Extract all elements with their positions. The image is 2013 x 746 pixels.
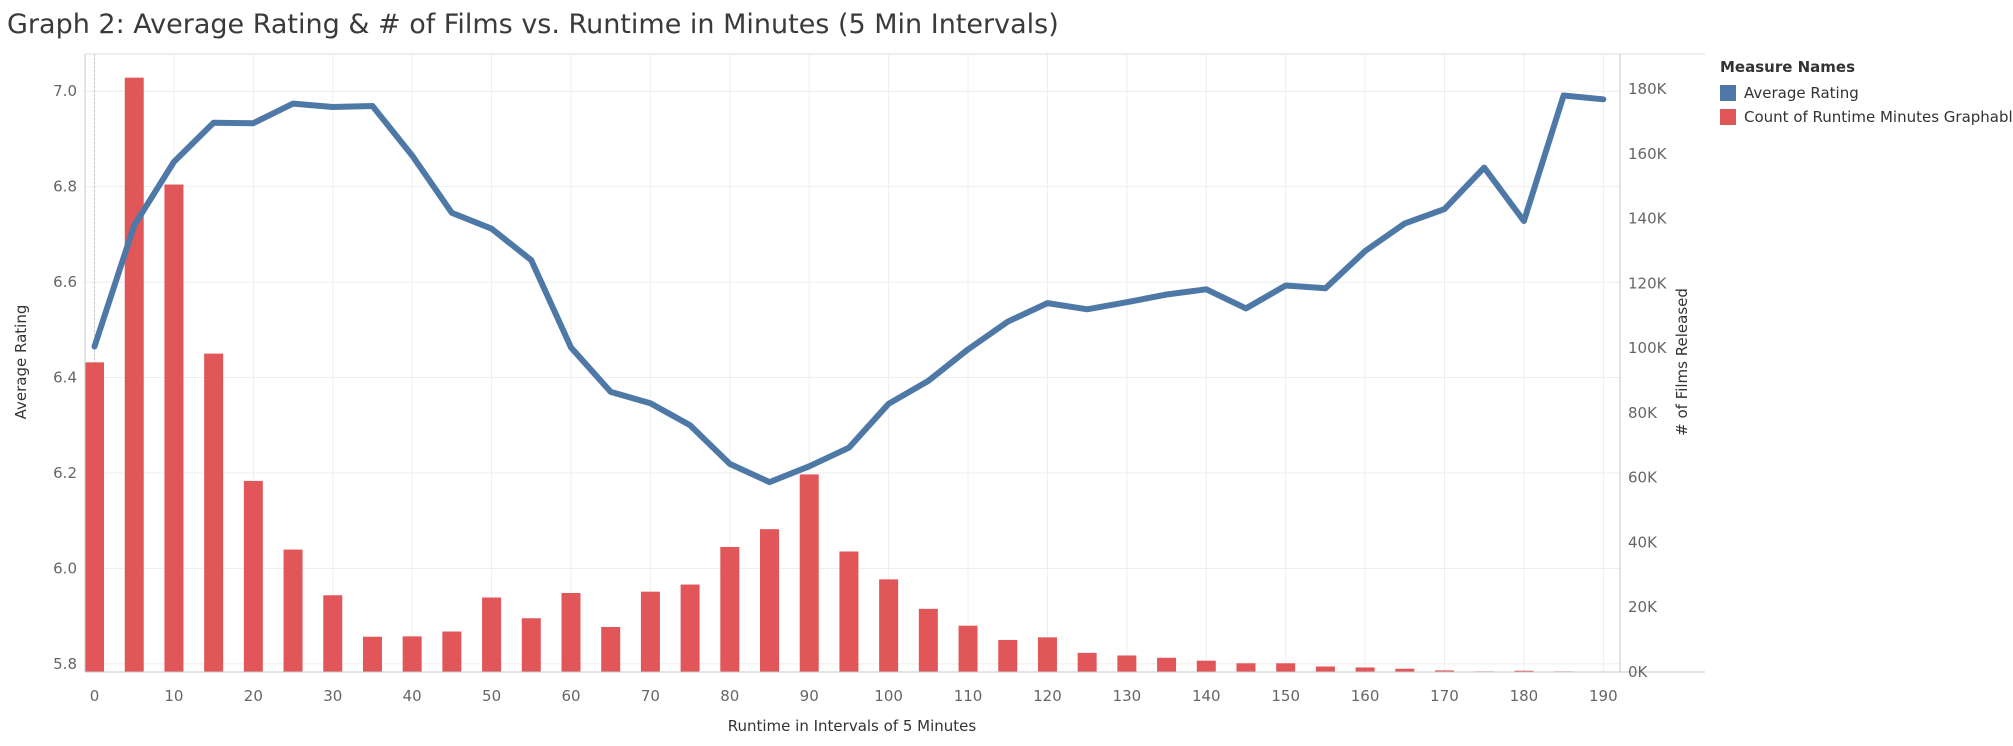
- x-tick-label: 20: [244, 687, 263, 705]
- y-right-tick-label: 60K: [1628, 469, 1658, 487]
- y-left-tick-label: 6.2: [53, 464, 77, 482]
- y-left-tick-label: 6.4: [53, 369, 77, 387]
- legend: Measure Names Average Rating Count of Ru…: [1720, 58, 2013, 129]
- bar: [243, 480, 263, 672]
- y-right-tick-label: 140K: [1628, 210, 1668, 228]
- y-right-axis-title: # of Films Released: [1673, 288, 1691, 436]
- bar: [1276, 663, 1296, 672]
- bar: [1117, 655, 1137, 672]
- y-right-tick-label: 80K: [1628, 404, 1658, 422]
- x-tick-label: 110: [954, 687, 983, 705]
- bar: [1514, 670, 1534, 672]
- bar: [442, 631, 462, 672]
- bar: [1196, 660, 1216, 672]
- legend-item-average-rating[interactable]: Average Rating: [1720, 81, 2013, 105]
- x-tick-label: 180: [1510, 687, 1539, 705]
- x-tick-label: 50: [482, 687, 501, 705]
- legend-title: Measure Names: [1720, 58, 1856, 76]
- bar: [680, 584, 700, 672]
- x-tick-label: 10: [164, 687, 183, 705]
- bar: [204, 353, 224, 672]
- legend-swatch-average-rating: [1720, 85, 1736, 101]
- x-tick-label: 90: [800, 687, 819, 705]
- line-layer: [91, 92, 1607, 486]
- legend-swatch-count-runtime: [1720, 109, 1736, 125]
- y-left-tick-label: 6.8: [53, 178, 77, 196]
- x-tick-label: 120: [1033, 687, 1062, 705]
- bar: [918, 608, 938, 672]
- x-tick-label: 150: [1271, 687, 1300, 705]
- x-tick-label: 80: [720, 687, 739, 705]
- x-tick-label: 160: [1351, 687, 1380, 705]
- x-tick-label: 130: [1113, 687, 1142, 705]
- y-left-tick-label: 6.6: [53, 273, 77, 291]
- x-tick-label: 40: [403, 687, 422, 705]
- bar: [362, 636, 382, 672]
- y-left-tick-label: 6.0: [53, 559, 77, 577]
- bar: [1395, 668, 1415, 672]
- y-left-axis-title: Average Rating: [12, 305, 30, 420]
- x-tick-label: 0: [90, 687, 100, 705]
- bar: [958, 625, 978, 672]
- bar: [482, 597, 502, 672]
- bar: [720, 546, 740, 672]
- bar: [640, 591, 660, 672]
- bar: [879, 579, 899, 672]
- bar: [521, 618, 541, 672]
- x-tick-label: 190: [1589, 687, 1618, 705]
- labels-layer: 0 10 20 30 40 50 60 70 80 90 100 110 120 130 140 150 160…: [12, 80, 1691, 735]
- bars-layer: [85, 77, 1574, 673]
- y-right-tick-label: 40K: [1628, 533, 1658, 551]
- bar: [164, 184, 184, 673]
- x-tick-label: 170: [1430, 687, 1459, 705]
- y-right-tick-label: 0K: [1628, 663, 1649, 681]
- x-tick-label: 60: [561, 687, 580, 705]
- y-left-tick-label: 7.0: [53, 82, 77, 100]
- legend-item-count-runtime[interactable]: Count of Runtime Minutes Graphable: [1720, 105, 2013, 129]
- bar: [998, 639, 1018, 672]
- bar: [1355, 667, 1375, 672]
- bar: [839, 551, 859, 672]
- legend-label-average-rating: Average Rating: [1744, 84, 1859, 102]
- x-tick-label: 30: [323, 687, 342, 705]
- bar: [760, 529, 780, 672]
- y-right-tick-label: 160K: [1628, 145, 1668, 163]
- chart-canvas: 0 10 20 30 40 50 60 70 80 90 100 110 120 130 140 150 160…: [12, 53, 1705, 735]
- bar: [601, 626, 621, 672]
- bar: [85, 362, 105, 672]
- legend-label-count-runtime: Count of Runtime Minutes Graphable: [1744, 108, 2013, 126]
- bar: [1315, 666, 1335, 672]
- bar: [1157, 657, 1177, 672]
- bar: [1435, 670, 1455, 672]
- y-right-tick-label: 180K: [1628, 80, 1668, 98]
- axes-layer: [84, 53, 1705, 673]
- bar: [561, 592, 581, 672]
- bar: [1037, 637, 1057, 672]
- bar: [124, 77, 144, 672]
- x-axis-title: Runtime in Intervals of 5 Minutes: [728, 717, 977, 735]
- bar: [402, 636, 422, 672]
- bar: [283, 549, 303, 672]
- y-left-tick-label: 5.8: [53, 655, 77, 673]
- chart-title: Graph 2: Average Rating & # of Films vs.…: [7, 9, 1059, 40]
- bar: [1077, 652, 1097, 672]
- average-rating-line: [91, 92, 1607, 486]
- x-tick-label: 70: [641, 687, 660, 705]
- y-right-tick-label: 20K: [1628, 598, 1658, 616]
- y-right-tick-label: 120K: [1628, 274, 1668, 292]
- bar: [323, 595, 343, 672]
- y-right-tick-label: 100K: [1628, 339, 1668, 357]
- bar: [799, 474, 819, 672]
- bar: [1236, 663, 1256, 672]
- x-tick-label: 140: [1192, 687, 1221, 705]
- x-tick-label: 100: [874, 687, 903, 705]
